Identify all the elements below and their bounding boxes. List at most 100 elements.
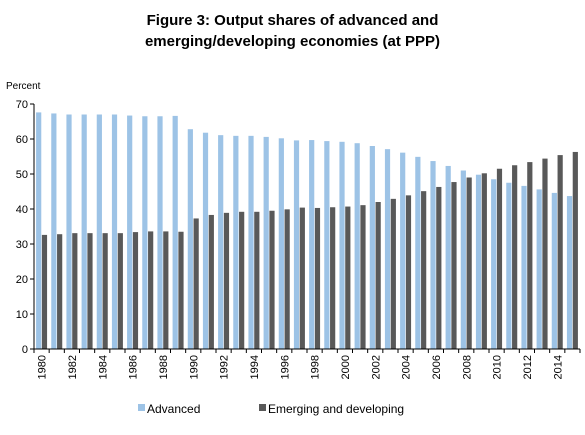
x-tick-label-2010: 2010: [492, 355, 504, 379]
bar-emerging-and-developing-2012: [527, 162, 533, 349]
bar-emerging-and-developing-1994: [254, 211, 260, 349]
y-tick-label-40: 40: [16, 204, 28, 216]
y-tick-label-10: 10: [16, 309, 28, 321]
bar-emerging-and-developing-2003: [390, 198, 396, 349]
y-tick-label-0: 0: [22, 344, 28, 356]
bar-emerging-and-developing-2006: [436, 186, 442, 349]
bar-advanced-1987: [142, 116, 148, 349]
bar-advanced-2013: [536, 189, 542, 349]
legend-label-advanced: Advanced: [147, 402, 200, 416]
bar-advanced-2005: [415, 156, 421, 349]
bar-advanced-2012: [521, 185, 527, 349]
bar-emerging-and-developing-2001: [360, 205, 366, 349]
x-tick-label-2008: 2008: [461, 355, 473, 379]
bar-advanced-1998: [309, 140, 315, 349]
x-tick-label-2014: 2014: [552, 355, 564, 379]
bar-emerging-and-developing-2002: [375, 202, 381, 349]
bar-advanced-2006: [430, 161, 436, 349]
bar-advanced-1999: [324, 141, 330, 349]
x-tick-label-2004: 2004: [401, 355, 413, 379]
bar-advanced-1984: [96, 114, 102, 349]
bar-advanced-1996: [278, 138, 284, 349]
bar-advanced-1980: [36, 112, 42, 350]
bar-emerging-and-developing-1991: [208, 214, 214, 349]
bar-emerging-and-developing-1988: [163, 231, 169, 349]
y-tick-label-30: 30: [16, 239, 28, 251]
bar-advanced-2003: [384, 149, 391, 349]
bar-advanced-2004: [400, 152, 406, 349]
bar-emerging-and-developing-1997: [299, 207, 305, 349]
x-tick-label-1994: 1994: [249, 355, 261, 379]
bar-advanced-1985: [111, 114, 118, 349]
bar-advanced-2011: [506, 182, 512, 349]
bar-emerging-and-developing-2005: [421, 191, 427, 349]
x-tick-label-1990: 1990: [188, 355, 200, 379]
x-tick-label-2012: 2012: [522, 355, 534, 379]
bar-advanced-2007: [445, 165, 451, 349]
bar-advanced-1995: [263, 136, 269, 349]
bar-advanced-2014: [551, 192, 557, 349]
legend-swatch-emerging-and-developing: [259, 404, 266, 411]
bar-advanced-2009: [475, 174, 482, 349]
x-tick-label-2006: 2006: [431, 355, 443, 379]
bar-emerging-and-developing-1995: [269, 210, 275, 349]
bar-advanced-2015: [566, 196, 573, 349]
bar-advanced-1991: [202, 132, 209, 349]
bar-emerging-and-developing-1993: [239, 211, 245, 349]
y-tick-label-20: 20: [16, 274, 28, 286]
y-tick-label-70: 70: [16, 99, 28, 111]
x-tick-label-1980: 1980: [37, 355, 49, 379]
bar-advanced-1994: [248, 135, 254, 349]
x-tick-label-2002: 2002: [370, 355, 382, 379]
bar-emerging-and-developing-2000: [345, 206, 351, 349]
bar-emerging-and-developing-1985: [117, 233, 123, 349]
x-tick-label-1992: 1992: [219, 355, 231, 379]
bar-emerging-and-developing-2014: [557, 155, 563, 349]
bar-emerging-and-developing-2015: [572, 151, 578, 349]
y-tick-label-50: 50: [16, 169, 28, 181]
bar-advanced-1989: [172, 115, 178, 350]
x-tick-label-1982: 1982: [67, 355, 79, 379]
x-tick-label-2000: 2000: [340, 355, 352, 379]
bar-emerging-and-developing-2004: [405, 195, 412, 349]
bar-emerging-and-developing-1999: [330, 207, 336, 349]
legend-swatch-advanced: [138, 404, 145, 411]
bar-emerging-and-developing-2010: [496, 168, 503, 349]
bar-advanced-1992: [218, 135, 224, 349]
bar-advanced-1986: [127, 115, 133, 349]
bar-advanced-1993: [233, 135, 239, 349]
bar-advanced-1990: [187, 129, 193, 349]
x-tick-label-1998: 1998: [310, 355, 322, 379]
bar-emerging-and-developing-1982: [72, 233, 78, 349]
bar-advanced-1982: [66, 114, 72, 349]
bar-emerging-and-developing-1986: [132, 232, 139, 349]
y-tick-label-60: 60: [16, 134, 28, 146]
bar-emerging-and-developing-2011: [512, 165, 518, 349]
bar-advanced-1997: [293, 140, 300, 349]
bar-emerging-and-developing-2009: [481, 173, 487, 349]
bar-emerging-and-developing-1990: [193, 218, 199, 349]
bar-emerging-and-developing-1984: [102, 233, 108, 349]
bar-emerging-and-developing-2013: [542, 158, 548, 349]
x-tick-label-1984: 1984: [97, 355, 109, 379]
bar-emerging-and-developing-1996: [284, 209, 290, 349]
bar-advanced-1981: [51, 113, 57, 349]
x-tick-label-1988: 1988: [158, 355, 170, 379]
y-axis-label: Percent: [6, 81, 41, 92]
chart-title-line-2: emerging/developing economies (at PPP): [144, 33, 441, 50]
bar-advanced-1988: [157, 116, 163, 349]
x-tick-label-1986: 1986: [128, 355, 140, 379]
bar-emerging-and-developing-1987: [148, 231, 154, 349]
bar-advanced-1983: [81, 114, 87, 349]
chart-title-line-1: Figure 3: Output shares of advanced and: [146, 12, 439, 29]
bar-emerging-and-developing-1980: [41, 234, 48, 349]
bar-emerging-and-developing-1992: [223, 212, 230, 349]
bar-emerging-and-developing-1989: [178, 231, 184, 349]
bar-emerging-and-developing-1983: [87, 233, 93, 349]
bar-advanced-2010: [491, 179, 497, 349]
legend-label-emerging-and-developing: Emerging and developing: [268, 402, 404, 416]
bar-advanced-2001: [354, 143, 360, 349]
bar-advanced-2000: [339, 141, 345, 349]
bar-emerging-and-developing-2008: [466, 177, 472, 349]
